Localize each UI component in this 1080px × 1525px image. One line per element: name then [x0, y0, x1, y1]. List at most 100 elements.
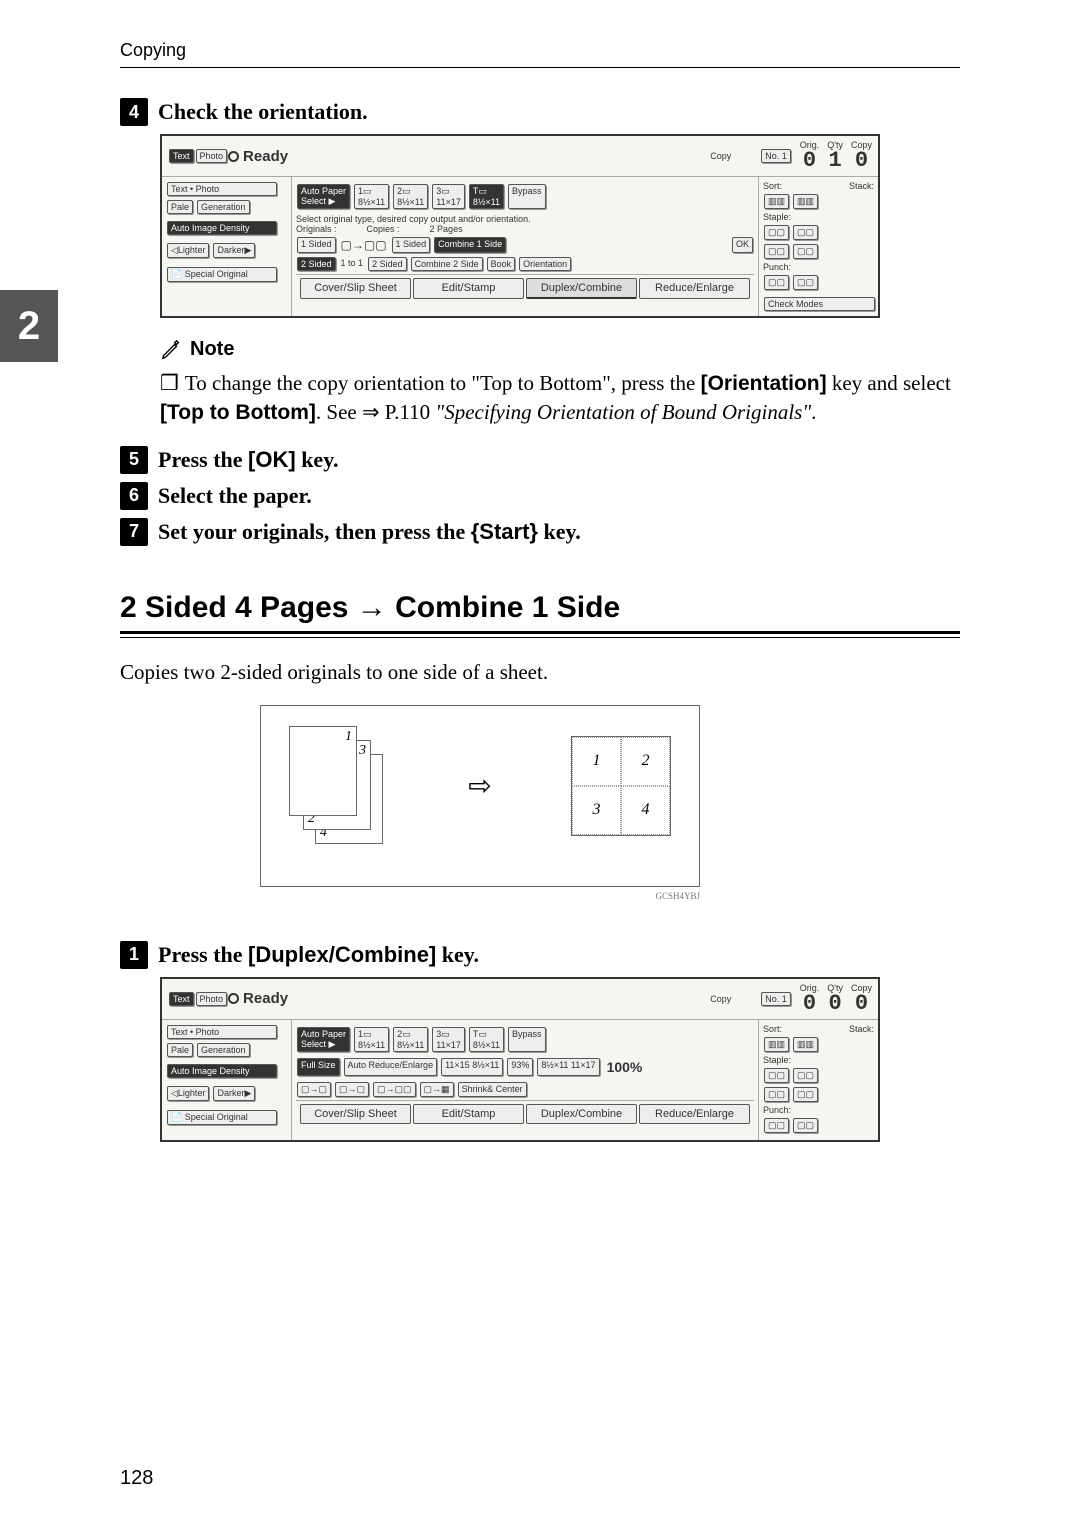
tray-1[interactable]: 1▭8½×11 — [354, 184, 389, 209]
staple-option-2[interactable]: ▢▢ — [793, 225, 818, 240]
combine-diagram: 4 23 1 ⇨ 12 34 GCSH4YBJ — [260, 705, 700, 901]
combine-icon-1[interactable]: ▢→▢▢ — [373, 1082, 416, 1097]
punch-option-2[interactable]: ▢▢ — [793, 1118, 818, 1133]
sort-icon[interactable]: ▥▥ — [764, 194, 789, 209]
pencil-icon — [160, 339, 182, 361]
shrink-center-button[interactable]: Shrink& Center — [458, 1082, 527, 1097]
auto-image-density-button[interactable]: Auto Image Density — [167, 221, 277, 235]
tab-edit-stamp[interactable]: Edit/Stamp — [413, 1104, 524, 1124]
bypass-button[interactable]: Bypass — [508, 184, 546, 209]
staple-option-3[interactable]: ▢▢ — [764, 1087, 789, 1102]
tab-cover-slip[interactable]: Cover/Slip Sheet — [300, 1104, 411, 1124]
step-badge: 5 — [120, 446, 148, 474]
check-modes-button[interactable]: Check Modes — [764, 297, 875, 311]
tab-cover-slip[interactable]: Cover/Slip Sheet — [300, 278, 411, 299]
step-text: Check the orientation. — [158, 98, 368, 126]
orientation-button[interactable]: Orientation — [519, 257, 571, 271]
staple-option[interactable]: ▢▢ — [764, 225, 789, 240]
auto-reduce-enlarge-button[interactable]: Auto Reduce/Enlarge — [344, 1058, 438, 1076]
staple-option-2[interactable]: ▢▢ — [793, 1068, 818, 1083]
copy-count: 0 — [851, 150, 872, 172]
full-size-button[interactable]: Full Size — [297, 1058, 340, 1076]
step-5: 5 Press the [OK] key. — [120, 446, 960, 474]
auto-paper-button[interactable]: Auto PaperSelect ▶ — [297, 184, 350, 209]
ok-button[interactable]: OK — [732, 237, 753, 253]
stack-label: Stack: — [849, 181, 874, 191]
pale-button[interactable]: Pale — [167, 1043, 193, 1057]
orig-2sided[interactable]: 2 Sided — [297, 257, 336, 271]
duplex-icon-1[interactable]: ▢→▢ — [297, 1082, 331, 1097]
tab-edit-stamp[interactable]: Edit/Stamp — [413, 278, 524, 299]
special-original-button[interactable]: 📄 Special Original — [167, 1110, 277, 1125]
tab-photo[interactable]: Photo — [196, 992, 228, 1006]
tray-2[interactable]: 2▭8½×11 — [393, 184, 428, 209]
text-photo-button[interactable]: Text • Photo — [167, 1025, 277, 1039]
tab-text[interactable]: Text — [169, 992, 194, 1006]
tab-reduce-enlarge[interactable]: Reduce/Enlarge — [639, 1104, 750, 1124]
copy-label: Copy — [710, 151, 731, 161]
copies-label: Copies : — [367, 224, 400, 234]
tab-text[interactable]: Text — [169, 149, 194, 163]
generation-button[interactable]: Generation — [197, 1043, 250, 1057]
copy-1sided[interactable]: 1 Sided — [392, 237, 431, 253]
step-badge: 1 — [120, 941, 148, 969]
book-button[interactable]: Book — [487, 257, 516, 271]
auto-image-density-button[interactable]: Auto Image Density — [167, 1064, 277, 1078]
sort-icon[interactable]: ▥▥ — [764, 1037, 789, 1052]
staple-label: Staple: — [763, 212, 874, 222]
ratio-preset-2[interactable]: 8½×11 11×17 — [537, 1058, 599, 1076]
duplex-icon-2[interactable]: ▢→▢ — [335, 1082, 369, 1097]
lighter-button[interactable]: ◁Lighter — [167, 1086, 209, 1101]
tab-photo[interactable]: Photo — [196, 149, 228, 163]
orig-count: 0 — [800, 993, 820, 1015]
text-photo-button[interactable]: Text • Photo — [167, 182, 277, 196]
ratio-93[interactable]: 93% — [507, 1058, 533, 1076]
punch-option[interactable]: ▢▢ — [764, 275, 789, 290]
qty-count: 1 — [827, 150, 843, 172]
screenshot-orientation-panel: Text Photo Ready Copy No. 1 Orig.0 Q'ty1… — [160, 134, 960, 318]
combine-1-side[interactable]: Combine 1 Side — [434, 237, 506, 253]
zoom-value: 100% — [603, 1057, 647, 1077]
staple-label: Staple: — [763, 1055, 874, 1065]
staple-option[interactable]: ▢▢ — [764, 1068, 789, 1083]
tray-3[interactable]: 3▭11×17 — [432, 1027, 465, 1052]
darker-button[interactable]: Darker▶ — [213, 243, 255, 258]
tray-t[interactable]: T▭8½×11 — [469, 1027, 504, 1052]
staple-option-4[interactable]: ▢▢ — [793, 1087, 818, 1102]
copy-2sided[interactable]: 2 Sided — [368, 257, 407, 271]
staple-option-4[interactable]: ▢▢ — [793, 244, 818, 259]
stack-icon[interactable]: ▥▥ — [793, 194, 818, 209]
staple-option-3[interactable]: ▢▢ — [764, 244, 789, 259]
tab-duplex-combine[interactable]: Duplex/Combine — [526, 278, 637, 299]
orig-1sided[interactable]: 1 Sided — [297, 237, 336, 253]
step-4: 4 Check the orientation. — [120, 98, 960, 126]
ready-label: Ready — [243, 990, 288, 1007]
combine-icon-2[interactable]: ▢→▦ — [420, 1082, 454, 1097]
job-number: No. 1 — [761, 992, 791, 1006]
tab-reduce-enlarge[interactable]: Reduce/Enlarge — [639, 278, 750, 299]
generation-button[interactable]: Generation — [197, 200, 250, 214]
tab-duplex-combine[interactable]: Duplex/Combine — [526, 1104, 637, 1124]
chapter-tab: 2 — [0, 290, 58, 362]
darker-button[interactable]: Darker▶ — [213, 1086, 255, 1101]
tray-3[interactable]: 3▭11×17 — [432, 184, 465, 209]
tray-1[interactable]: 1▭8½×11 — [354, 1027, 389, 1052]
special-original-button[interactable]: 📄 Special Original — [167, 267, 277, 282]
step-7: 7 Set your originals, then press the {St… — [120, 518, 960, 546]
stack-icon[interactable]: ▥▥ — [793, 1037, 818, 1052]
bypass-button[interactable]: Bypass — [508, 1027, 546, 1052]
step-badge: 7 — [120, 518, 148, 546]
lighter-button[interactable]: ◁Lighter — [167, 243, 209, 258]
pale-button[interactable]: Pale — [167, 200, 193, 214]
auto-paper-button[interactable]: Auto PaperSelect ▶ — [297, 1027, 350, 1052]
combine-2-side[interactable]: Combine 2 Side — [411, 257, 483, 271]
punch-option-2[interactable]: ▢▢ — [793, 275, 818, 290]
arrow-icon: ⇨ — [468, 769, 491, 803]
ratio-preset-1[interactable]: 11×15 8½×11 — [441, 1058, 503, 1076]
ready-label: Ready — [243, 148, 288, 165]
stack-label: Stack: — [849, 1024, 874, 1034]
tray-t[interactable]: T▭8½×11 — [469, 184, 504, 209]
punch-option[interactable]: ▢▢ — [764, 1118, 789, 1133]
tray-2[interactable]: 2▭8½×11 — [393, 1027, 428, 1052]
diagram-caption: GCSH4YBJ — [260, 891, 700, 901]
